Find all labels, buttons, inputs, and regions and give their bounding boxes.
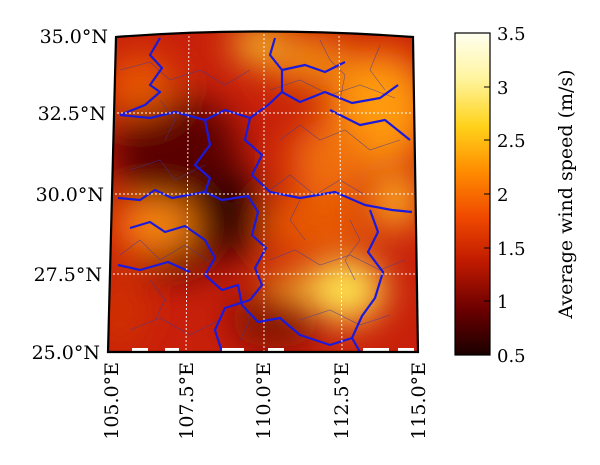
colorbar-tick-3-5: 3.5	[497, 24, 526, 45]
lon-label-110: 110.0°E	[253, 362, 275, 440]
lat-label-32-5: 32.5°N	[38, 103, 106, 125]
map-frame	[106, 30, 420, 354]
lon-label-112-5: 112.5°E	[331, 362, 353, 440]
colorbar-tick-3: 3	[497, 78, 508, 99]
lon-label-105: 105.0°E	[101, 362, 123, 440]
colorbar-ticks	[484, 32, 490, 356]
colorbar-tick-2-5: 2.5	[497, 131, 526, 152]
colorbar-label: Average wind speed (m/s)	[555, 69, 577, 319]
lat-label-27-5: 27.5°N	[34, 264, 102, 286]
no-data-strip	[132, 348, 414, 352]
lon-label-107-5: 107.5°E	[176, 362, 198, 440]
colorbar-tick-0-5: 0.5	[497, 346, 526, 367]
longitude-labels: 105.0°E 107.5°E 110.0°E 112.5°E 115.0°E	[101, 362, 430, 440]
map-gridlines	[109, 31, 417, 352]
lat-label-30: 30.0°N	[36, 184, 104, 206]
lon-label-115: 115.0°E	[408, 362, 430, 440]
lat-label-35: 35.0°N	[40, 26, 108, 48]
colorbar: 3.5 3 2.5 2 1.5 1 0.5 Average wind speed…	[454, 24, 577, 367]
wind-field-blobs	[108, 35, 418, 350]
lat-label-25: 25.0°N	[32, 342, 100, 364]
colorbar-tick-2: 2	[497, 185, 508, 206]
colorbar-tick-1: 1	[497, 292, 508, 313]
colorbar-tick-1-5: 1.5	[497, 239, 526, 260]
wind-field	[108, 31, 418, 352]
latitude-labels: 35.0°N 32.5°N 30.0°N 27.5°N 25.0°N	[32, 26, 108, 364]
province-boundaries	[117, 37, 413, 352]
